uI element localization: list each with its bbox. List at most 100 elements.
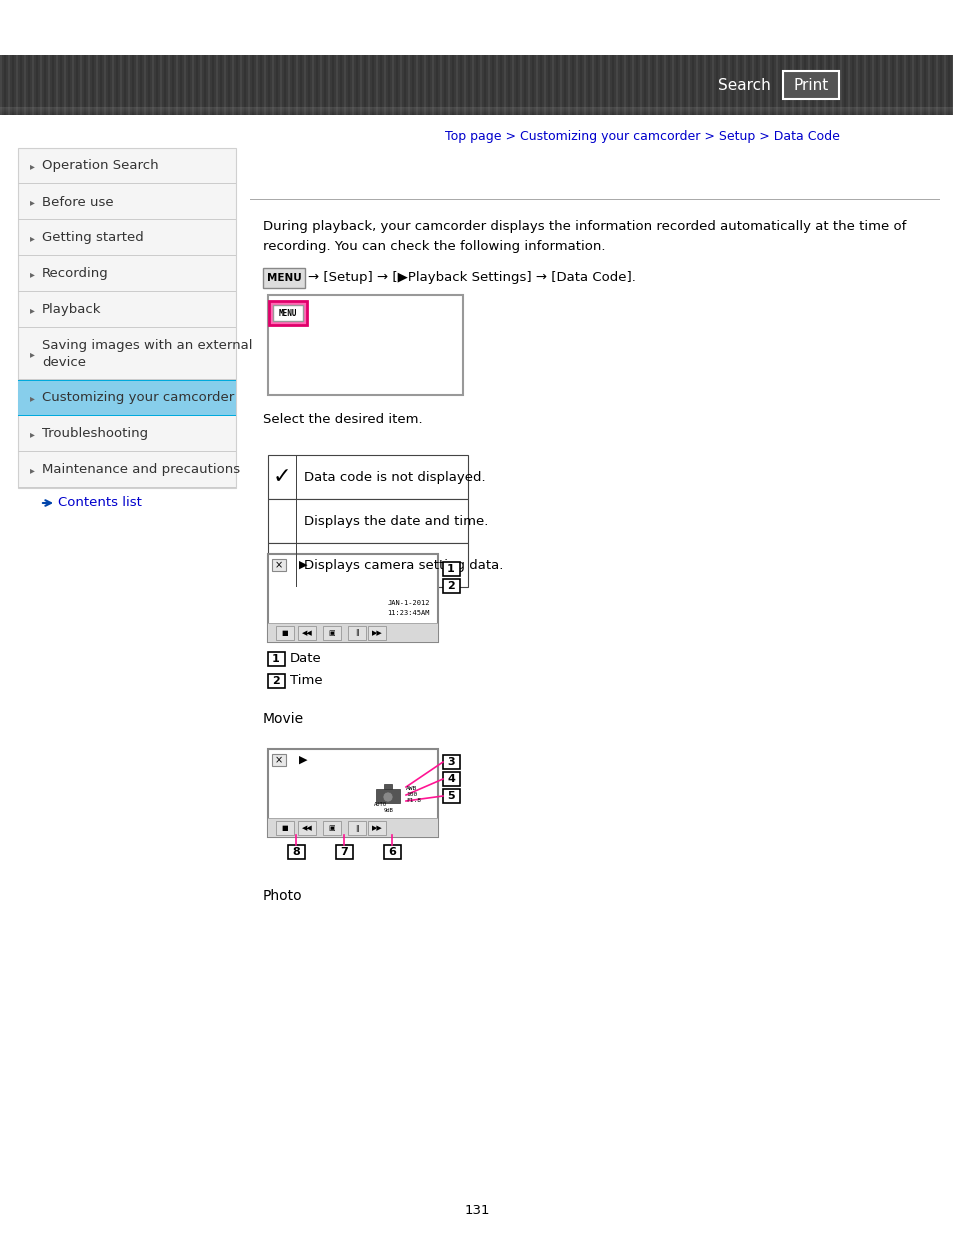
- Bar: [16, 56, 18, 115]
- Text: 100: 100: [406, 793, 416, 798]
- Bar: [335, 845, 353, 860]
- Text: Date: Date: [290, 652, 321, 666]
- Bar: [268, 819, 437, 837]
- Bar: [700, 56, 701, 115]
- Bar: [559, 56, 561, 115]
- Bar: [60, 56, 62, 115]
- Bar: [927, 56, 929, 115]
- Bar: [915, 56, 917, 115]
- Bar: [679, 56, 681, 115]
- Bar: [299, 56, 302, 115]
- Bar: [720, 56, 721, 115]
- Bar: [442, 772, 459, 785]
- Text: ▣: ▣: [329, 825, 335, 831]
- Bar: [0, 56, 953, 115]
- Bar: [436, 56, 437, 115]
- Text: 1: 1: [447, 564, 455, 574]
- Bar: [442, 789, 459, 803]
- Bar: [911, 56, 913, 115]
- Bar: [516, 56, 517, 115]
- Bar: [760, 56, 761, 115]
- Bar: [552, 56, 554, 115]
- Bar: [572, 56, 574, 115]
- Bar: [184, 56, 186, 115]
- Bar: [596, 56, 598, 115]
- Bar: [519, 56, 521, 115]
- Text: ×: ×: [274, 559, 283, 571]
- Text: Time: Time: [290, 674, 322, 688]
- Circle shape: [382, 792, 393, 802]
- Bar: [284, 56, 286, 115]
- Bar: [348, 821, 366, 835]
- Bar: [297, 626, 315, 640]
- Bar: [576, 56, 578, 115]
- Bar: [269, 301, 307, 325]
- Bar: [76, 56, 78, 115]
- Bar: [523, 56, 525, 115]
- Bar: [879, 56, 882, 115]
- Text: 131: 131: [464, 1204, 489, 1216]
- Bar: [623, 56, 625, 115]
- Bar: [120, 56, 122, 115]
- Bar: [627, 56, 629, 115]
- Bar: [907, 56, 909, 115]
- Text: ▸: ▸: [30, 466, 35, 475]
- Bar: [815, 56, 817, 115]
- Bar: [268, 56, 270, 115]
- Bar: [472, 56, 474, 115]
- Bar: [335, 56, 337, 115]
- Bar: [288, 845, 305, 860]
- Text: 6: 6: [388, 847, 395, 857]
- Bar: [743, 56, 745, 115]
- Bar: [452, 56, 454, 115]
- Bar: [496, 56, 497, 115]
- Bar: [384, 56, 386, 115]
- Bar: [188, 56, 190, 115]
- Bar: [100, 56, 102, 115]
- Bar: [676, 56, 678, 115]
- Bar: [220, 56, 222, 115]
- Bar: [96, 56, 98, 115]
- Bar: [52, 56, 54, 115]
- Bar: [403, 56, 406, 115]
- Bar: [556, 56, 558, 115]
- Text: Contents list: Contents list: [58, 496, 142, 510]
- Bar: [116, 56, 118, 115]
- Text: MENU: MENU: [266, 273, 301, 283]
- Bar: [456, 56, 457, 115]
- Bar: [636, 56, 638, 115]
- Bar: [428, 56, 430, 115]
- Bar: [583, 56, 585, 115]
- Bar: [208, 56, 210, 115]
- Bar: [875, 56, 877, 115]
- Bar: [136, 56, 138, 115]
- Text: Photo: Photo: [263, 889, 302, 903]
- Bar: [439, 56, 441, 115]
- Bar: [835, 56, 837, 115]
- Bar: [20, 56, 22, 115]
- Bar: [359, 56, 361, 115]
- Bar: [667, 56, 669, 115]
- Bar: [442, 562, 459, 576]
- Text: Select the desired item.: Select the desired item.: [263, 412, 422, 426]
- Text: 2: 2: [447, 580, 455, 592]
- Bar: [442, 579, 459, 593]
- Text: ▸: ▸: [30, 350, 35, 359]
- Bar: [707, 56, 709, 115]
- Text: 8: 8: [292, 847, 299, 857]
- Text: AUTO: AUTO: [374, 803, 387, 808]
- Bar: [312, 56, 314, 115]
- Bar: [659, 56, 661, 115]
- Bar: [687, 56, 689, 115]
- Bar: [775, 56, 778, 115]
- Text: → [Setup] → [▶Playback Settings] → [Data Code].: → [Setup] → [▶Playback Settings] → [Data…: [308, 272, 636, 284]
- Bar: [592, 56, 594, 115]
- Text: ✓: ✓: [273, 467, 291, 487]
- Bar: [80, 56, 82, 115]
- Bar: [935, 56, 937, 115]
- Bar: [148, 56, 150, 115]
- Text: ◀◀: ◀◀: [301, 825, 312, 831]
- Bar: [791, 56, 793, 115]
- Bar: [0, 56, 2, 115]
- Bar: [108, 56, 110, 115]
